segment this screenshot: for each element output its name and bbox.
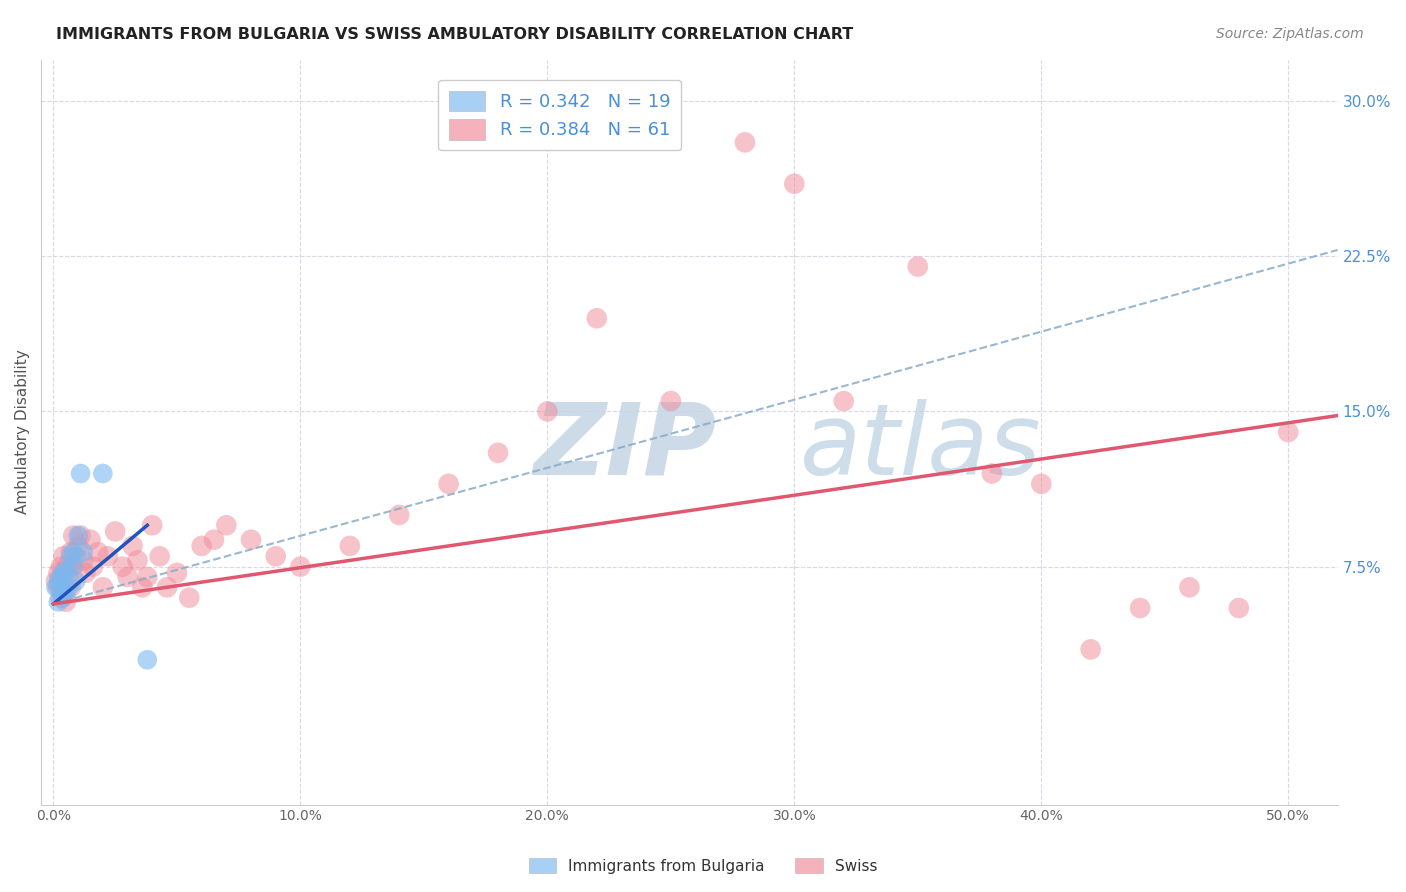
- Point: [1178, 580, 1201, 594]
- Point: [240, 533, 263, 547]
- Point: [48, 574, 70, 588]
- Point: [166, 566, 188, 580]
- Point: [1080, 642, 1102, 657]
- Point: [55, 595, 77, 609]
- Point: [45, 574, 67, 588]
- Point: [1129, 601, 1152, 615]
- Point: [75, 566, 97, 580]
- Point: [65, 549, 87, 564]
- Point: [980, 467, 1002, 481]
- Point: [58, 558, 80, 572]
- Point: [62, 558, 84, 572]
- Point: [87, 545, 110, 559]
- Point: [136, 570, 159, 584]
- Point: [1277, 425, 1299, 439]
- Point: [388, 508, 411, 522]
- Point: [69, 467, 91, 481]
- Point: [49, 591, 72, 605]
- Point: [127, 553, 149, 567]
- Point: [339, 539, 361, 553]
- Point: [832, 394, 855, 409]
- Point: [69, 528, 91, 542]
- Point: [72, 553, 94, 567]
- Point: [907, 260, 929, 274]
- Point: [264, 549, 287, 564]
- Point: [585, 311, 607, 326]
- Point: [49, 570, 72, 584]
- Point: [52, 549, 75, 564]
- Text: atlas: atlas: [800, 399, 1042, 496]
- Point: [190, 539, 212, 553]
- Point: [97, 549, 120, 564]
- Point: [62, 559, 84, 574]
- Point: [52, 591, 75, 605]
- Point: [536, 404, 558, 418]
- Point: [58, 580, 80, 594]
- Point: [59, 549, 82, 564]
- Point: [67, 528, 90, 542]
- Point: [1227, 601, 1250, 615]
- Point: [136, 653, 159, 667]
- Point: [111, 559, 134, 574]
- Point: [55, 586, 77, 600]
- Point: [104, 524, 127, 539]
- Point: [82, 559, 104, 574]
- Point: [55, 564, 77, 578]
- Point: [783, 177, 806, 191]
- Point: [117, 570, 139, 584]
- Point: [55, 564, 77, 578]
- Point: [131, 580, 153, 594]
- Point: [79, 533, 101, 547]
- Point: [48, 580, 70, 594]
- Point: [659, 394, 682, 409]
- Point: [121, 539, 143, 553]
- Point: [91, 467, 114, 481]
- Point: [156, 580, 179, 594]
- Point: [49, 559, 72, 574]
- Point: [49, 582, 72, 597]
- Point: [91, 580, 114, 594]
- Point: [52, 580, 75, 594]
- Point: [62, 528, 84, 542]
- Point: [65, 574, 87, 588]
- Point: [72, 545, 94, 559]
- Point: [179, 591, 201, 605]
- Text: ZIP: ZIP: [534, 399, 717, 496]
- Point: [202, 533, 225, 547]
- Point: [734, 136, 756, 150]
- Text: IMMIGRANTS FROM BULGARIA VS SWISS AMBULATORY DISABILITY CORRELATION CHART: IMMIGRANTS FROM BULGARIA VS SWISS AMBULA…: [56, 27, 853, 42]
- Legend: Immigrants from Bulgaria, Swiss: Immigrants from Bulgaria, Swiss: [523, 852, 883, 880]
- Point: [59, 545, 82, 559]
- Y-axis label: Ambulatory Disability: Ambulatory Disability: [15, 350, 30, 515]
- Point: [48, 566, 70, 580]
- Point: [52, 566, 75, 580]
- Legend: R = 0.342   N = 19, R = 0.384   N = 61: R = 0.342 N = 19, R = 0.384 N = 61: [439, 79, 681, 151]
- Point: [45, 580, 67, 594]
- Point: [67, 539, 90, 553]
- Text: Source: ZipAtlas.com: Source: ZipAtlas.com: [1216, 27, 1364, 41]
- Point: [48, 595, 70, 609]
- Point: [1031, 476, 1053, 491]
- Point: [290, 559, 312, 574]
- Point: [62, 545, 84, 559]
- Point: [486, 446, 509, 460]
- Point: [59, 580, 82, 594]
- Point: [215, 518, 238, 533]
- Point: [149, 549, 172, 564]
- Point: [437, 476, 460, 491]
- Point: [141, 518, 163, 533]
- Point: [58, 570, 80, 584]
